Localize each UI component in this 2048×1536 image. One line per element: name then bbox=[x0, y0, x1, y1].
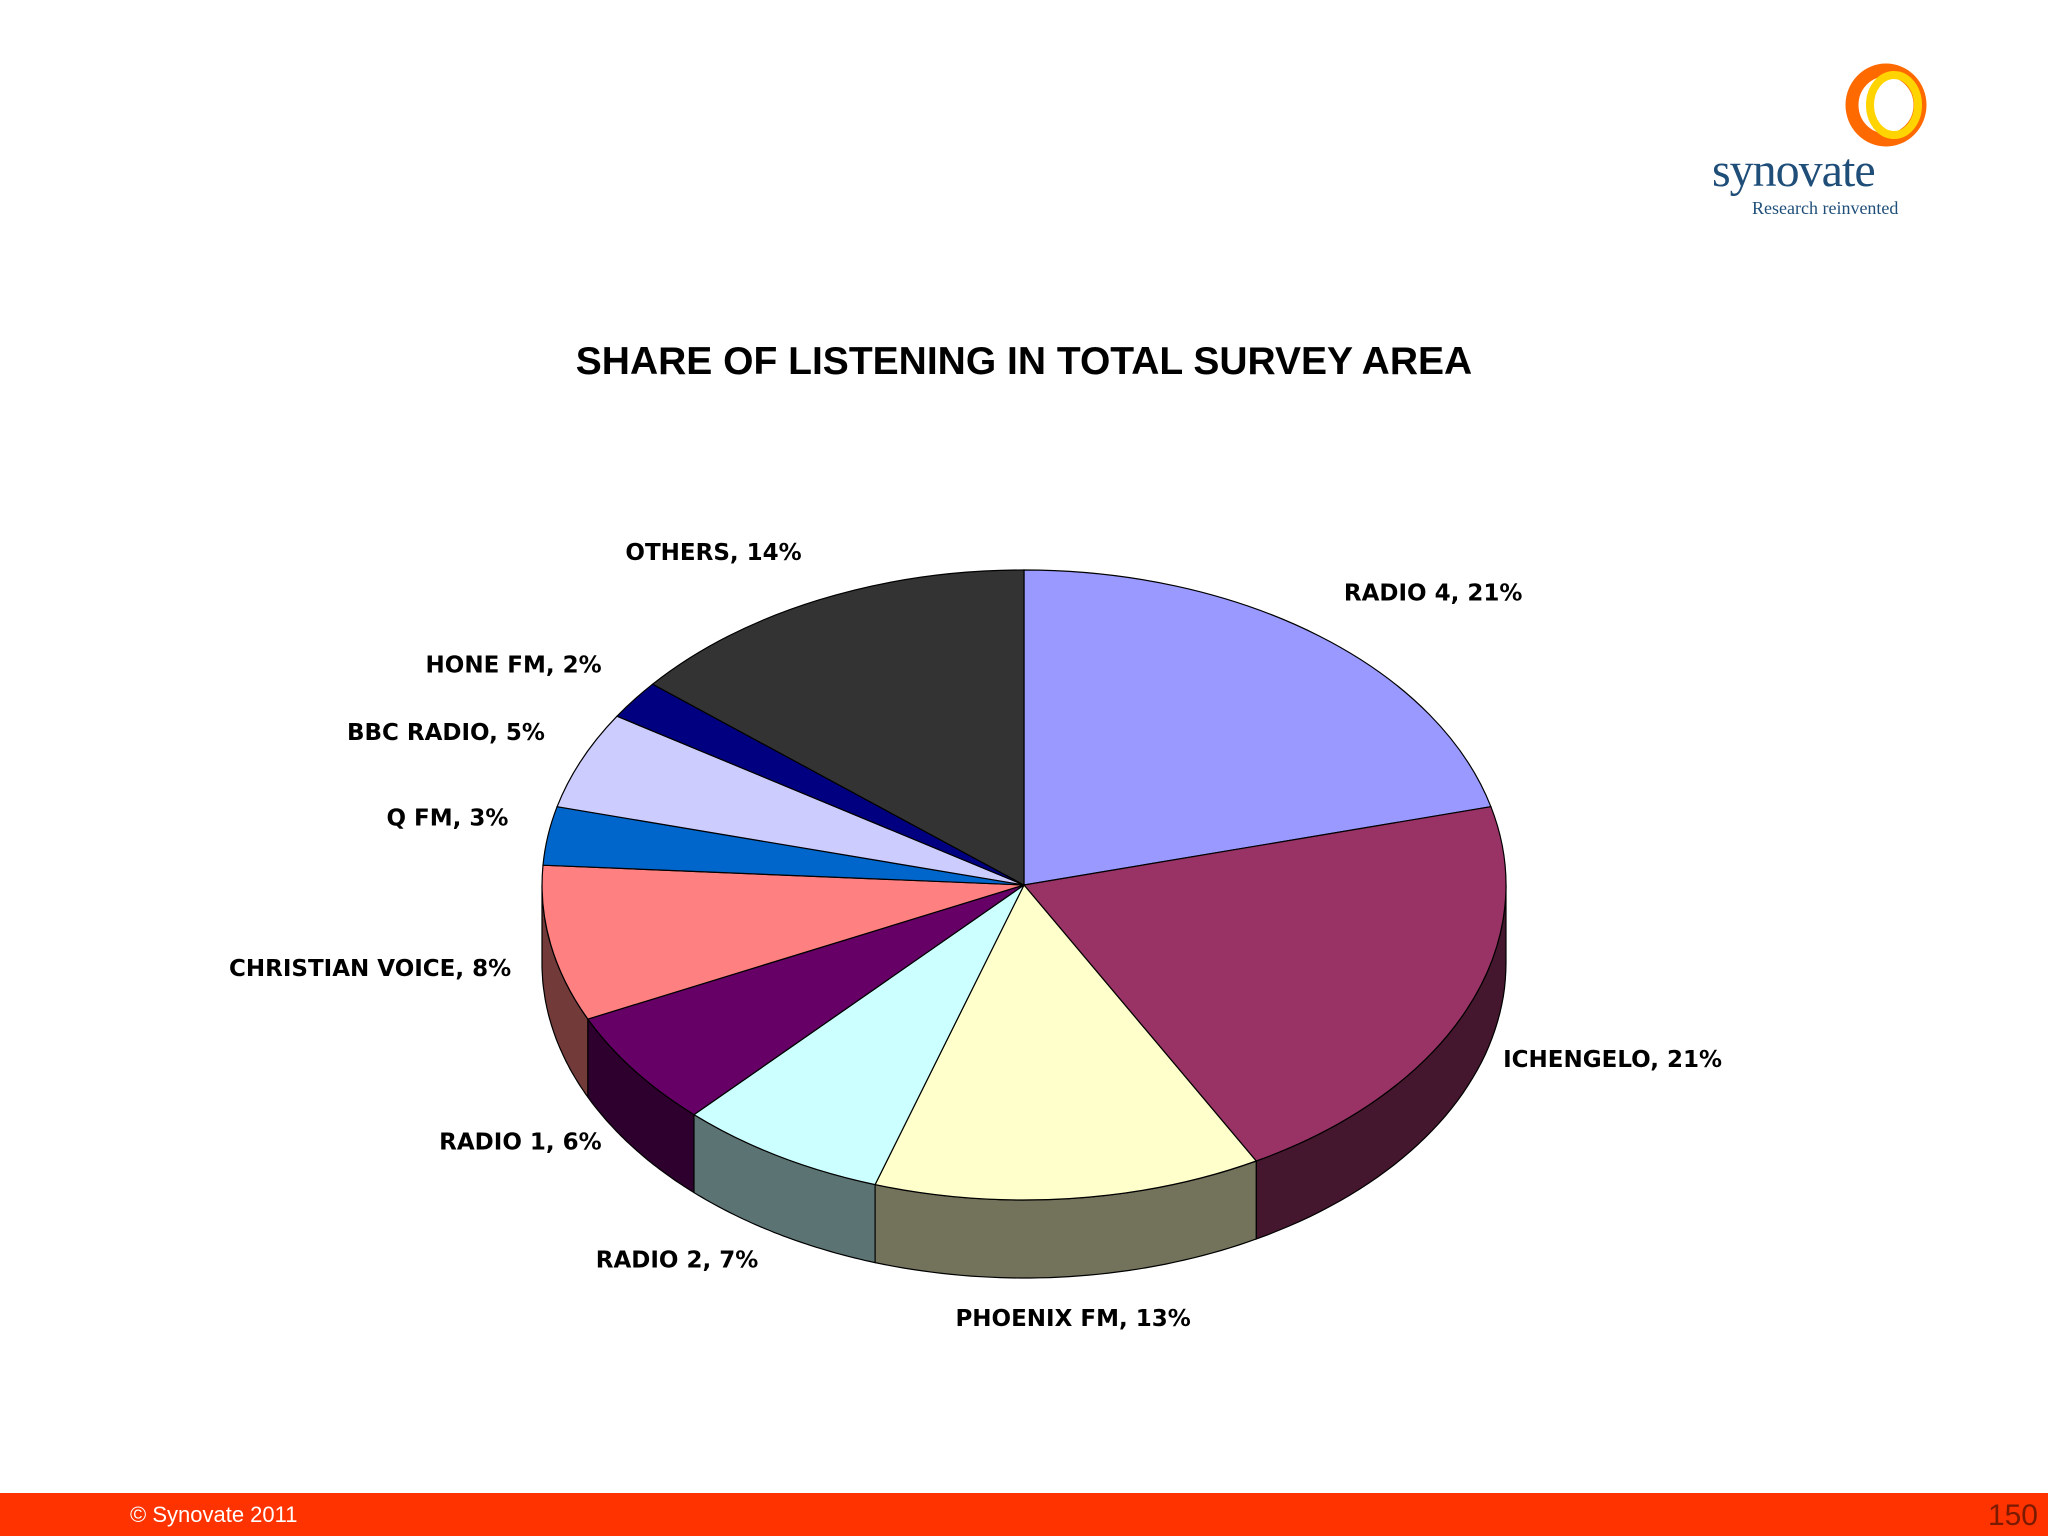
pie-slice-label-7: BBC RADIO, 5% bbox=[347, 720, 545, 746]
pie-slice-label-0: RADIO 4, 21% bbox=[1344, 581, 1523, 607]
pie-slice-label-1: ICHENGELO, 21% bbox=[1503, 1047, 1722, 1073]
pie-slice-label-9: OTHERS, 14% bbox=[625, 540, 801, 566]
footer-bar: © Synovate 2011 150 bbox=[0, 1493, 2048, 1536]
pie-slice-label-8: HONE FM, 2% bbox=[426, 652, 602, 678]
brand-logo: synovate Research reinvented bbox=[1700, 55, 1940, 225]
page-number: 150 bbox=[1987, 1499, 2038, 1532]
pie-slice-9 bbox=[651, 569, 1025, 887]
ring-logo-icon bbox=[1845, 63, 1927, 147]
brand-name: synovate bbox=[1712, 144, 1876, 197]
copyright-text: © Synovate 2011 bbox=[130, 1502, 298, 1527]
pie-slice-5 bbox=[541, 864, 1025, 1020]
brand-tagline: Research reinvented bbox=[1752, 198, 1899, 218]
pie-slice-label-4: RADIO 1, 6% bbox=[439, 1130, 602, 1156]
pie-slice-2 bbox=[874, 883, 1258, 1201]
pie-slice-4 bbox=[586, 884, 1025, 1116]
pie-slice-label-2: PHOENIX FM, 13% bbox=[955, 1306, 1190, 1332]
pie-slice-label-3: RADIO 2, 7% bbox=[596, 1248, 759, 1274]
pie-slice-0 bbox=[1023, 569, 1492, 886]
pie-slice-3 bbox=[692, 884, 1025, 1186]
chart-title: SHARE OF LISTENING IN TOTAL SURVEY AREA bbox=[575, 340, 1473, 383]
pie-slice-label-5: CHRISTIAN VOICE, 8% bbox=[229, 956, 511, 982]
pie-slice-7 bbox=[556, 715, 1025, 886]
pie-slice-1 bbox=[1022, 806, 1507, 1162]
pie-slice-label-6: Q FM, 3% bbox=[386, 806, 508, 832]
